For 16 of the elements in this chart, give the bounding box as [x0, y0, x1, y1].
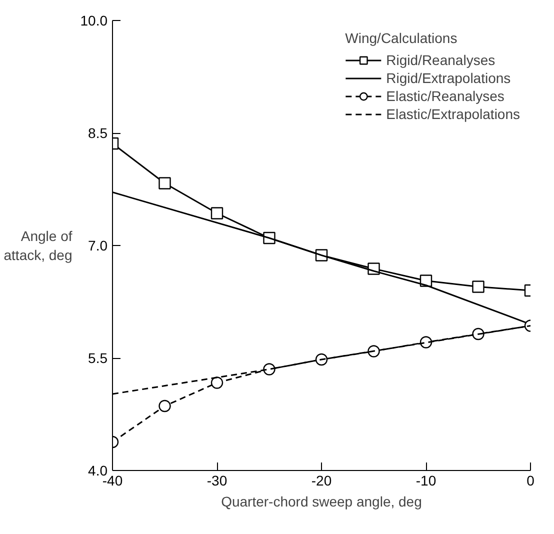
x-tick-label: -10 — [416, 472, 436, 488]
legend-label: Elastic/Reanalyses — [386, 87, 504, 105]
x-tick-label: -20 — [311, 472, 332, 488]
y-axis-title: Angle of attack, deg — [4, 228, 72, 264]
y-tick-label: 10.0 — [80, 12, 108, 28]
y-tick-label: 4.0 — [88, 462, 108, 478]
x-tick-label: -30 — [206, 472, 228, 488]
y-tick-label: 8.5 — [88, 125, 108, 141]
x-tick-label: 0 — [526, 472, 535, 488]
legend-label: Elastic/Extrapolations — [386, 105, 520, 123]
legend-label: Rigid/Reanalyses — [386, 51, 496, 69]
y-tick-label: 5.5 — [88, 350, 108, 366]
legend-title: Wing/Calculations — [345, 30, 458, 46]
y-tick-label: 7.0 — [88, 238, 108, 254]
x-axis-title: Quarter-chord sweep angle, deg — [221, 494, 422, 510]
legend-label: Rigid/Extrapolations — [386, 69, 511, 87]
